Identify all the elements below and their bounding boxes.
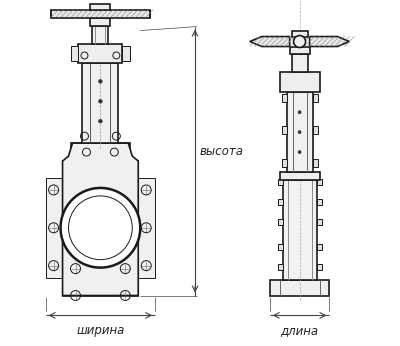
Bar <box>312 94 318 102</box>
Bar <box>282 126 287 134</box>
Bar <box>292 54 308 72</box>
Text: высота: высота <box>200 145 244 157</box>
Bar <box>46 178 62 277</box>
Bar <box>283 180 316 280</box>
Polygon shape <box>62 143 138 295</box>
Bar <box>82 63 118 143</box>
Bar <box>70 46 78 62</box>
Bar <box>70 143 130 161</box>
Bar <box>122 46 130 62</box>
Circle shape <box>99 80 102 83</box>
Bar <box>51 10 150 18</box>
Bar <box>278 264 283 270</box>
Bar <box>316 179 322 185</box>
Bar <box>316 244 322 250</box>
Bar <box>292 30 308 37</box>
Bar <box>280 72 320 92</box>
Bar <box>282 159 287 167</box>
Bar <box>312 126 318 134</box>
Text: длина: длина <box>280 324 319 337</box>
Bar <box>290 46 310 54</box>
Bar <box>280 172 320 180</box>
Polygon shape <box>250 37 290 46</box>
Bar <box>92 26 108 44</box>
Bar <box>62 161 138 295</box>
Circle shape <box>60 188 140 267</box>
Bar <box>278 179 283 185</box>
Bar <box>90 4 110 10</box>
Bar <box>312 159 318 167</box>
Bar <box>282 94 287 102</box>
Bar <box>316 219 322 225</box>
Circle shape <box>298 151 301 154</box>
Bar <box>278 199 283 205</box>
Bar <box>278 219 283 225</box>
Circle shape <box>298 131 301 134</box>
Bar <box>316 264 322 270</box>
Polygon shape <box>310 37 349 46</box>
Bar <box>138 178 155 277</box>
Circle shape <box>99 119 102 123</box>
Text: ширина: ширина <box>76 324 124 337</box>
Circle shape <box>99 100 102 103</box>
Bar <box>270 280 330 295</box>
Bar <box>316 199 322 205</box>
Bar <box>78 44 122 63</box>
Circle shape <box>298 111 301 114</box>
Bar <box>90 18 110 26</box>
Circle shape <box>294 36 306 47</box>
Bar <box>287 92 312 172</box>
Bar <box>278 244 283 250</box>
